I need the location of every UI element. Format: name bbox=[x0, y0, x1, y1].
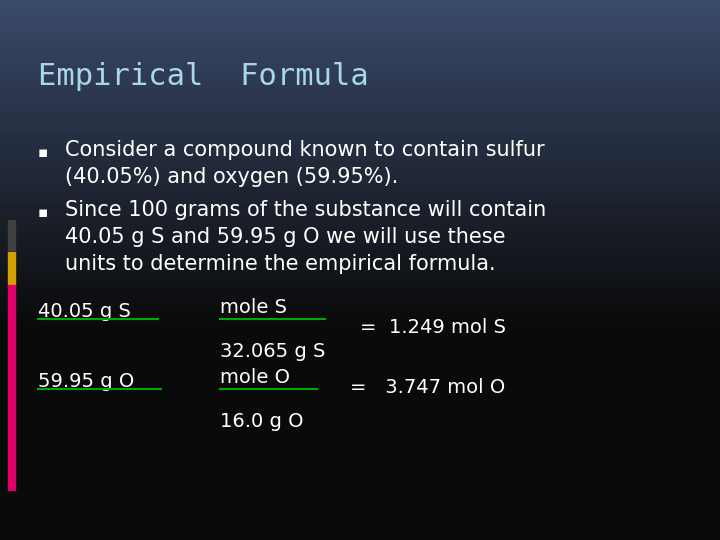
Text: Consider a compound known to contain sulfur: Consider a compound known to contain sul… bbox=[65, 140, 544, 160]
Text: 40.05 g S: 40.05 g S bbox=[38, 302, 131, 321]
Bar bbox=[8, 285, 15, 490]
Text: units to determine the empirical formula.: units to determine the empirical formula… bbox=[65, 254, 495, 274]
Text: =  1.249 mol S: = 1.249 mol S bbox=[360, 318, 506, 337]
Text: =   3.747 mol O: = 3.747 mol O bbox=[350, 378, 505, 397]
Text: mole O: mole O bbox=[220, 368, 290, 387]
Text: Since 100 grams of the substance will contain: Since 100 grams of the substance will co… bbox=[65, 200, 546, 220]
Text: 59.95 g O: 59.95 g O bbox=[38, 372, 134, 391]
Text: 32.065 g S: 32.065 g S bbox=[220, 342, 325, 361]
Text: 40.05 g S and 59.95 g O we will use these: 40.05 g S and 59.95 g O we will use thes… bbox=[65, 227, 505, 247]
Text: Empirical  Formula: Empirical Formula bbox=[38, 62, 369, 91]
Bar bbox=[8, 252, 15, 285]
Text: ▪: ▪ bbox=[38, 145, 48, 160]
Text: mole S: mole S bbox=[220, 298, 287, 317]
Text: ▪: ▪ bbox=[38, 205, 48, 220]
Text: 16.0 g O: 16.0 g O bbox=[220, 412, 304, 431]
Bar bbox=[8, 220, 15, 250]
Text: (40.05%) and oxygen (59.95%).: (40.05%) and oxygen (59.95%). bbox=[65, 167, 398, 187]
